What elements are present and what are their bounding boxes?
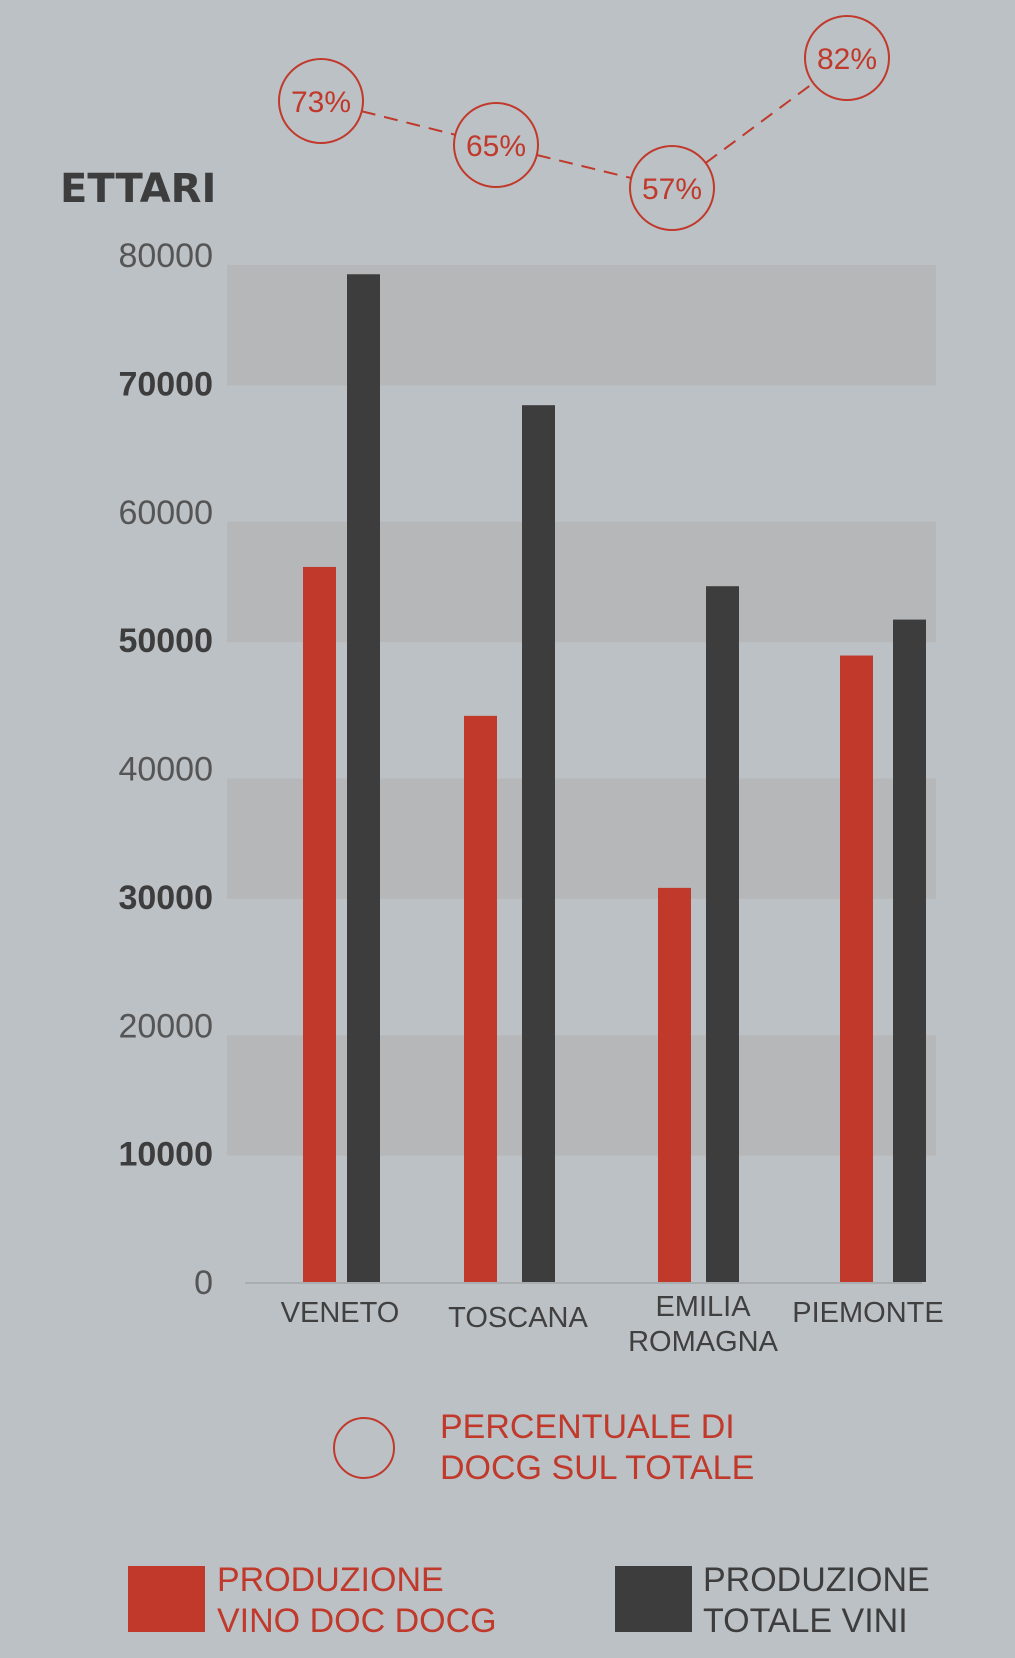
percentage-label: 73% [291,86,351,119]
y-axis-label: ETTARI [60,166,216,212]
y-tick-label: 80000 [118,237,213,275]
y-axis: 0 10000 20000 30000 40000 50000 60000 70000 8000… [118,237,213,1302]
background-band [227,265,936,386]
legend-swatch-total [615,1566,692,1632]
y-tick-label: 10000 [118,1136,213,1174]
bar-total [522,405,555,1283]
y-tick-label: 50000 [118,622,213,660]
x-category-label: PIEMONTE [792,1297,943,1329]
legend-circle-icon [333,1417,395,1479]
percentage-connector [536,153,632,180]
percentage-markers: 73% 65% 57% 82% [278,15,890,231]
legend-circle-label: PERCENTUALE DI [440,1408,735,1446]
x-category-label: ROMAGNA [628,1326,779,1358]
background-band [227,778,936,899]
background-bands [227,265,936,1156]
bar-doc-docg [840,655,873,1282]
legend-circle-label: DOCG SUL TOTALE [440,1449,754,1487]
background-band [227,1035,936,1156]
legend-label-doc-docg: PRODUZIONE [217,1561,444,1599]
percentage-circle [629,145,715,231]
percentage-label: 57% [642,173,702,206]
legend-swatch-doc-docg [128,1566,205,1632]
y-tick-label: 60000 [118,494,213,532]
background-band [227,521,936,643]
legend-label-total: TOTALE VINI [703,1602,908,1640]
x-category-label: TOSCANA [448,1302,588,1334]
bar-total [706,586,739,1282]
x-category-label: VENETO [281,1297,400,1329]
bars [303,274,926,1283]
percentage-circle [453,102,539,188]
legend-label-total: PRODUZIONE [703,1561,930,1599]
percentage-circle [278,58,364,144]
bar-doc-docg [658,887,691,1282]
y-tick-label: 0 [194,1264,213,1302]
percentage-connector [361,110,456,136]
y-tick-label: 20000 [118,1007,213,1045]
percentage-label: 82% [817,43,877,76]
bar-doc-docg [303,566,336,1282]
bar-total [347,274,380,1283]
bar-total [893,619,926,1282]
legend-label-doc-docg: VINO DOC DOCG [217,1602,497,1640]
y-tick-label: 40000 [118,751,213,789]
percentage-connector [705,82,814,164]
bar-doc-docg [464,715,497,1282]
y-tick-label: 70000 [118,365,213,403]
percentage-label: 65% [466,130,526,163]
x-category-label: EMILIA [655,1291,751,1323]
y-tick-label: 30000 [118,879,213,917]
percentage-circle [804,15,890,101]
